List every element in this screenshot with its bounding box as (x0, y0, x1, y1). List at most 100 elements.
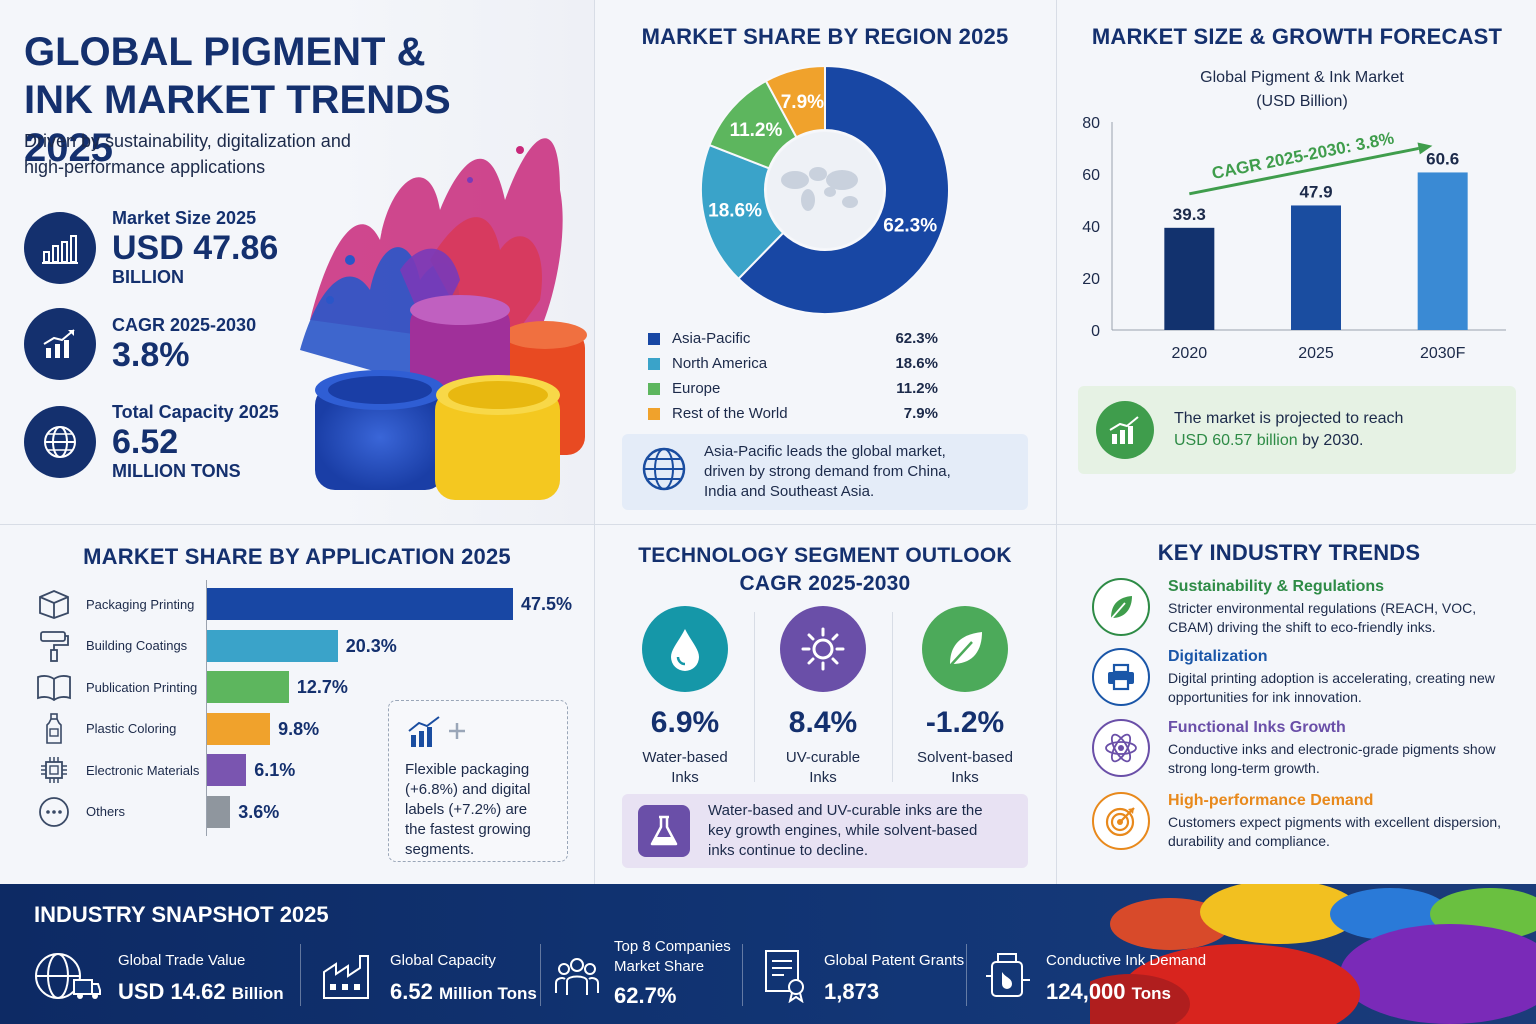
snapshot-top8: Top 8 Companies Market Share 62.7% (554, 938, 734, 1018)
kpi-market-size: Market Size 2025 USD 47.86 BILLION (24, 208, 278, 288)
sun-icon (780, 606, 866, 692)
forecast-note-line1: The market is projected to reach (1174, 410, 1404, 427)
pie-label: 18.6% (708, 201, 762, 222)
snapshot-label: Conductive Ink Demand (1046, 951, 1207, 969)
forecast-bar-chart: 0 20 40 60 80 39.3 2020 47.9 2025 60.6 2030F CAGR 2… (1082, 115, 1506, 362)
y-tick-label: 20 (1082, 271, 1100, 288)
ink-bottle-icon (984, 950, 1032, 1007)
growth-chart-icon (24, 308, 96, 380)
snapshot-trade-value: Global Trade Value USD 14.62 Billion (32, 938, 284, 1018)
forecast-subtitle: Global Pigment & Ink Market (USD Billion… (1062, 66, 1536, 114)
application-value: 9.8% (278, 718, 320, 739)
leaf-icon (1092, 578, 1150, 636)
divider (966, 944, 967, 1006)
application-row: Electronic Materials (36, 750, 199, 790)
application-bar (207, 795, 231, 828)
map-blob (801, 189, 815, 211)
leaf-icon (922, 606, 1008, 692)
kpi-label: Total Capacity 2025 (112, 402, 279, 422)
growth-chart-icon (1096, 401, 1154, 459)
tech-value: -1.2% (925, 706, 1005, 739)
trend-desc: Conductive inks and electronic-grade pig… (1168, 741, 1496, 776)
snapshot-label: Global Capacity (390, 951, 496, 969)
legend-value: 11.2% (896, 380, 938, 397)
y-tick-label: 80 (1082, 115, 1100, 132)
globe-icon (640, 445, 688, 499)
snapshot-number: 124,000 (1046, 978, 1126, 1004)
pigment-powder-illustration (1090, 884, 1536, 1024)
page-title: GLOBAL PIGMENT & INK MARKET TRENDS 2025 (24, 30, 451, 170)
snapshot-title: INDUSTRY SNAPSHOT 2025 (34, 902, 329, 927)
tech-label-line: UV-curable (785, 749, 861, 766)
kpi-label: CAGR 2025-2030 (112, 314, 257, 335)
y-tick-label: 60 (1082, 167, 1100, 184)
divider (594, 0, 595, 884)
map-blob (781, 171, 809, 189)
globe-icon (24, 406, 96, 478)
chart-axis-line (206, 580, 207, 836)
paint-roller-icon (36, 630, 72, 662)
box-icon (36, 589, 72, 619)
trend-high-performance: High-performance Demand Customers expect … (1092, 792, 1512, 851)
divider (892, 612, 893, 782)
pie-slice (764, 64, 826, 139)
factory-icon (320, 950, 374, 1007)
technology-title-line: TECHNOLOGY SEGMENT OUTLOOK (638, 544, 1012, 567)
snapshot-label: Top 8 Companies Market Share (614, 938, 731, 975)
region-note-text: Asia-Pacific leads the global market, dr… (704, 443, 951, 500)
legend-label: Asia-Pacific (672, 330, 751, 347)
trend-title: Functional Inks Growth (1168, 719, 1346, 736)
trend-title: High-performance Demand (1168, 792, 1374, 809)
trend-digitalization: Digitalization Digital printing adoption … (1092, 648, 1512, 707)
atom-icon (1092, 719, 1150, 777)
snapshot-value: USD 14.62 Billion (118, 979, 284, 1005)
snapshot-value: 62.7% (614, 983, 677, 1008)
snapshot-number: 6.52 (390, 978, 433, 1004)
cagr-arrow (1189, 146, 1419, 196)
application-bar (207, 754, 247, 786)
tech-label: UV-curable Inks (758, 748, 888, 788)
legend-swatch (648, 332, 660, 345)
application-label: Publication Printing (86, 679, 198, 695)
cagr-label: CAGR 2025-2030: 3.8% (1210, 128, 1395, 183)
snapshot-unit: Million Tons (438, 983, 537, 1003)
trend-desc: Digital printing adoption is acceleratin… (1168, 670, 1495, 705)
application-callout-text: Flexible packaging (+6.8%) and digital l… (405, 761, 531, 858)
forecast-chart-title: MARKET SIZE & GROWTH FORECAST (1091, 24, 1503, 49)
kpi-value: 3.8% (112, 335, 190, 374)
kpi-label: Market Size 2025 (112, 208, 257, 228)
tech-value: 6.9% (650, 706, 720, 739)
trend-sustainability: Sustainability & Regulations Stricter env… (1092, 578, 1512, 637)
application-value: 12.7% (296, 677, 348, 697)
divider (742, 944, 743, 1006)
forecast-note-highlight: USD 60.57 billion (1174, 432, 1298, 449)
divider (1056, 0, 1057, 884)
pie-label: 11.2% (730, 120, 783, 141)
trend-functional-inks: Functional Inks Growth Conductive inks an… (1092, 719, 1512, 778)
map-blob (824, 187, 836, 197)
application-value: 47.5% (521, 594, 573, 614)
legend-item: Europe 11.2% (648, 380, 938, 397)
bar-value-label: 60.6 (1426, 149, 1459, 168)
kpi-unit: MILLION TONS (112, 461, 241, 481)
application-callout: Flexible packaging (+6.8%) and digital l… (388, 700, 568, 862)
legend-item: North America 18.6% (648, 355, 938, 372)
application-chart-title: MARKET SHARE BY APPLICATION 2025 (83, 544, 511, 569)
application-row: Plastic Coloring (36, 709, 176, 749)
x-tick-label: 2025 (1298, 345, 1334, 362)
forecast-bar (1417, 172, 1468, 330)
water-drop-icon (642, 606, 728, 692)
pie-label: 7.9% (781, 92, 824, 113)
legend-label: Europe (672, 380, 721, 397)
snapshot-conductive-ink: Conductive Ink Demand 124,000 Tons (984, 938, 1206, 1018)
tech-value: 8.4% (788, 706, 858, 739)
trend-title: Digitalization (1168, 648, 1268, 665)
region-pie-chart: 62.3% 18.6% 11.2% 7.9% (700, 64, 950, 315)
application-row: Publication Printing (36, 667, 197, 707)
application-value: 3.6% (238, 801, 280, 822)
certificate-icon (762, 949, 808, 1008)
bar-chart-icon (24, 212, 96, 284)
pie-label: 62.3% (883, 216, 937, 237)
people-icon (554, 953, 600, 1004)
globe-truck-icon (32, 948, 102, 1009)
